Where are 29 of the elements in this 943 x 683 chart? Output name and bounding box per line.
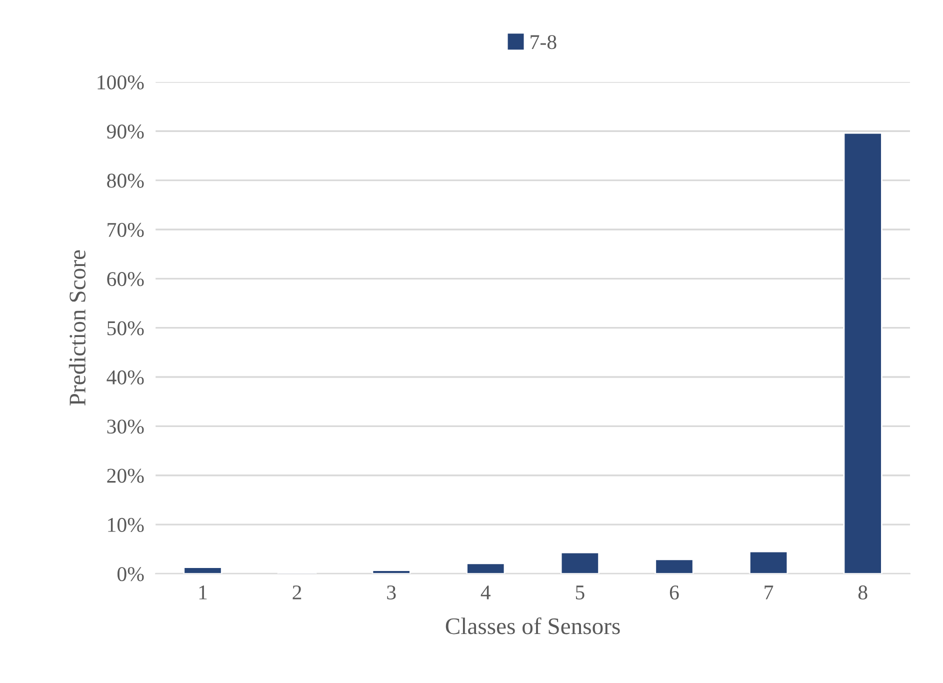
y-tick-label: 20% — [107, 468, 144, 483]
bar — [466, 562, 506, 574]
legend-label: 7-8 — [530, 35, 556, 50]
y-tick-label: 10% — [108, 518, 144, 532]
x-tick-label: 6 — [670, 585, 679, 600]
bar — [372, 570, 411, 574]
y-tick-label: 80% — [107, 174, 144, 188]
x-axis-title: Classes of Sensors — [446, 617, 620, 634]
y-tick-label: 100% — [98, 75, 144, 90]
y-tick-label: 40% — [106, 370, 144, 385]
bar — [560, 552, 600, 574]
x-tick-label: 1 — [199, 586, 207, 600]
y-tick-label: 60% — [107, 272, 144, 286]
bar — [654, 558, 694, 574]
x-tick-label: 5 — [576, 586, 584, 600]
x-tick-label: 3 — [387, 585, 396, 600]
y-tick-label: 30% — [107, 420, 144, 434]
y-tick-label: 70% — [108, 222, 144, 237]
y-tick-label: 50% — [108, 321, 144, 336]
bar — [748, 550, 788, 574]
y-tick-label: 90% — [106, 124, 144, 139]
x-tick-label: 4 — [480, 586, 491, 600]
y-tick-label: 0% — [118, 567, 144, 582]
x-tick-label: 8 — [858, 585, 868, 600]
y-axis-title: Prediction Score — [68, 250, 86, 406]
bar — [843, 132, 882, 574]
bar — [183, 566, 222, 574]
x-tick-label: 2 — [292, 585, 302, 600]
x-tick-label: 7 — [764, 586, 774, 600]
